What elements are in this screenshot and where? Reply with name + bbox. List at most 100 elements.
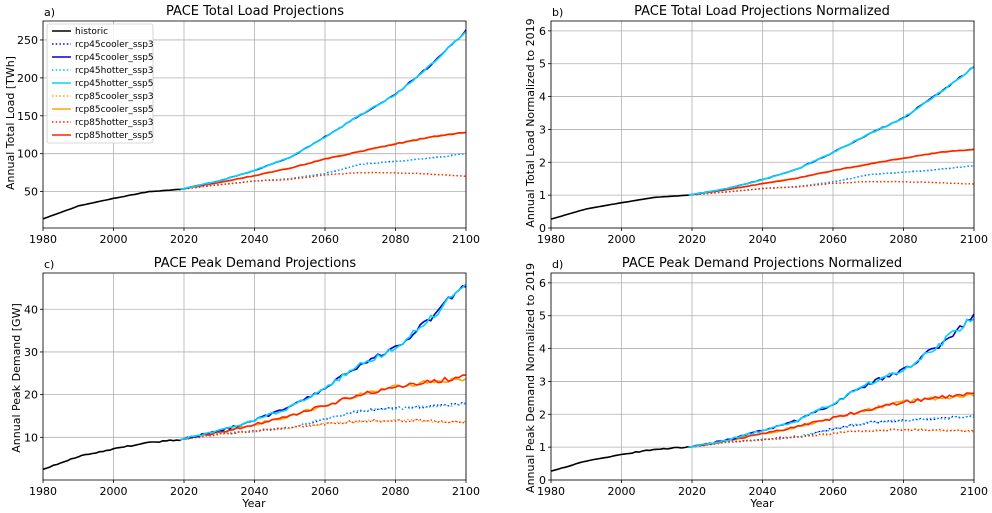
series-line-historic (42, 439, 181, 471)
series-line-rcp45hotter_ssp5 (688, 65, 975, 196)
series-line-rcp45hotter_ssp5 (688, 318, 975, 448)
x-tick-label: 2060 (311, 485, 339, 498)
panel-d-label: d) (552, 258, 563, 271)
x-tick-label: 2080 (382, 233, 410, 246)
series-line-rcp45cooler_ssp5 (688, 66, 975, 196)
x-tick-label: 2100 (452, 485, 480, 498)
x-tick-label: 2080 (890, 233, 918, 246)
x-tick-label: 2080 (382, 485, 410, 498)
y-tick-label: 4 (539, 343, 546, 356)
series-line-rcp45cooler_ssp3 (688, 414, 975, 448)
x-tick-label: 2040 (749, 485, 777, 498)
y-tick-label: 0 (539, 222, 546, 235)
series-line-rcp85hotter_ssp3 (688, 427, 975, 448)
y-tick-label: 150 (17, 110, 38, 123)
panel-b: b) PACE Total Load Projections Normalize… (524, 4, 890, 228)
y-tick-label: 1 (539, 189, 546, 202)
panel-b-title: PACE Total Load Projections Normalized (634, 4, 890, 19)
x-tick-label: 2040 (241, 485, 269, 498)
x-tick-label: 2040 (749, 233, 777, 246)
grid (42, 273, 467, 480)
plot-area-b: 1980 2000 2020 2040 2060 2080 2100 0 1 2 3 4 5 6 (537, 20, 988, 246)
axes-frame (550, 20, 975, 229)
legend-label: rcp85hotter_ssp5 (75, 131, 153, 141)
x-tick-label: 2060 (819, 233, 847, 246)
panel-d-ylabel: Annual Peak Demand Normalized to 2019 (524, 263, 537, 493)
x-tick-label: 1980 (537, 233, 565, 246)
y-tick-label: 0 (539, 474, 546, 487)
grid (550, 21, 975, 229)
x-tick-label: 2000 (100, 485, 128, 498)
series-line-rcp45hotter_ssp3 (180, 153, 467, 190)
y-tick-label: 1 (539, 441, 546, 454)
series-line-historic (550, 445, 689, 472)
y-tick-label: 2 (539, 156, 546, 169)
y-tick-label: 30 (24, 346, 38, 359)
legend-label: rcp85cooler_ssp5 (75, 105, 154, 115)
legend-label: rcp45hotter_ssp5 (75, 79, 153, 89)
series-line-rcp45hotter_ssp5 (180, 283, 467, 441)
axes-frame (550, 272, 975, 481)
y-tick-label: 50 (24, 186, 38, 199)
series-line-rcp45cooler_ssp5 (180, 29, 467, 191)
panel-a: a) PACE Total Load Projections Annual To… (4, 4, 344, 190)
y-tick-label: 10 (24, 431, 38, 444)
y-tick-label: 3 (539, 123, 546, 136)
y-tick-label: 100 (17, 148, 38, 161)
x-tick-label: 2060 (311, 233, 339, 246)
series-line-rcp45hotter_ssp3 (180, 402, 467, 441)
y-tick-label: 20 (24, 389, 38, 402)
y-tick-label: 5 (539, 58, 546, 71)
series-line-rcp85hotter_ssp5 (688, 148, 975, 196)
x-tick-label: 2020 (678, 233, 706, 246)
legend: historic rcp45cooler_ssp3 rcp45cooler_ssp5… (46, 23, 154, 144)
panel-b-label: b) (552, 6, 563, 19)
x-tick-label: 2020 (170, 233, 198, 246)
panel-a-title: PACE Total Load Projections (166, 4, 344, 19)
panel-a-label: a) (44, 6, 55, 19)
x-tick-label: 2020 (678, 485, 706, 498)
series-line-rcp85hotter_ssp3 (180, 418, 467, 441)
y-tick-label: 2 (539, 408, 546, 421)
panel-c: c) PACE Peak Demand Projections Annual P… (10, 256, 356, 510)
axes-frame (42, 20, 467, 229)
legend-label: rcp45hotter_ssp3 (75, 66, 153, 76)
x-tick-label: 2100 (452, 233, 480, 246)
x-tick-label: 2100 (960, 485, 988, 498)
x-tick-label: 2020 (170, 485, 198, 498)
panel-d: d) PACE Peak Demand Projections Normaliz… (524, 256, 902, 510)
y-tick-label: 6 (539, 25, 546, 38)
panel-d-title: PACE Peak Demand Projections Normalized (622, 256, 902, 271)
x-tick-label: 2000 (608, 485, 636, 498)
x-tick-label: 2000 (100, 233, 128, 246)
legend-label: rcp45cooler_ssp5 (75, 53, 154, 63)
panel-a-ylabel: Annual Total Load [TWh] (4, 56, 17, 190)
series-line-rcp45cooler_ssp5 (180, 284, 467, 441)
legend-label: historic (75, 27, 108, 37)
y-tick-label: 250 (17, 34, 38, 47)
x-tick-label: 1980 (29, 233, 57, 246)
panel-c-title: PACE Peak Demand Projections (154, 256, 357, 271)
plot-area-d: 1980 2000 2020 2040 2060 2080 2100 0 1 2 3 4 5 6 (537, 272, 988, 498)
series-line-rcp45hotter_ssp3 (688, 164, 975, 196)
legend-label: rcp45cooler_ssp3 (75, 40, 154, 50)
panel-d-xlabel: Year (749, 497, 774, 510)
panel-c-xlabel: Year (241, 497, 266, 510)
grid (550, 273, 975, 481)
series-line-rcp85hotter_ssp5 (688, 392, 974, 448)
y-tick-label: 5 (539, 310, 546, 323)
x-tick-label: 2040 (241, 233, 269, 246)
x-tick-label: 2000 (608, 233, 636, 246)
plot-area-c: 1980 2000 2020 2040 2060 2080 2100 10 20 30 40 (24, 272, 480, 498)
series-line-historic (550, 194, 689, 220)
y-tick-label: 6 (539, 277, 546, 290)
y-tick-label: 200 (17, 72, 38, 85)
y-tick-label: 4 (539, 91, 546, 104)
x-tick-label: 2100 (960, 233, 988, 246)
series-line-historic (42, 188, 181, 220)
panel-c-label: c) (44, 258, 54, 271)
axes-frame (42, 272, 467, 481)
series-line-rcp85cooler_ssp3 (688, 428, 975, 448)
y-tick-label: 3 (539, 375, 546, 388)
